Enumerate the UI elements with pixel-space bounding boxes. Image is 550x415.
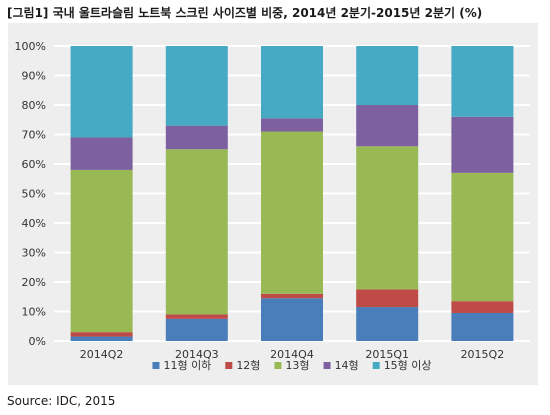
- y-tick-label: 80%: [22, 99, 46, 112]
- bar-segment: [356, 105, 419, 147]
- x-tick-label: 2014Q4: [270, 348, 314, 361]
- bar-segment: [451, 46, 514, 117]
- bar-segment: [70, 332, 133, 337]
- bar-segment: [70, 137, 133, 170]
- y-tick-label: 0%: [29, 335, 46, 348]
- legend-swatch: [372, 362, 380, 369]
- y-tick-label: 70%: [22, 129, 46, 142]
- legend-label: 11형 이하: [163, 358, 211, 372]
- bar-segment: [356, 307, 419, 341]
- bar-segment: [261, 293, 323, 299]
- bar-segment: [165, 46, 228, 126]
- y-tick-label: 60%: [22, 158, 46, 171]
- x-tick-label: 2014Q2: [80, 348, 124, 361]
- legend-swatch: [152, 362, 160, 369]
- y-tick-label: 50%: [22, 188, 46, 201]
- bar-segment: [70, 169, 133, 333]
- chart-frame: 0% 10% 20% 30% 40% 50% 60% 70% 80% 90% 100% 2014Q2 2…: [8, 23, 538, 385]
- bar-segment: [165, 149, 228, 315]
- legend-swatch: [323, 362, 331, 369]
- legend-swatch: [225, 362, 233, 369]
- y-tick-label: 30%: [22, 247, 46, 260]
- bar-segment: [451, 172, 514, 302]
- bar-segment: [451, 312, 514, 341]
- bar-segment: [451, 116, 514, 173]
- x-tick-label: 2014Q3: [175, 348, 219, 361]
- legend-label: 14형: [335, 359, 359, 372]
- y-tick-label: 100%: [15, 40, 46, 53]
- legend-label: 13형: [285, 359, 309, 372]
- bar-segment: [356, 146, 419, 290]
- legend-label: 12형: [236, 359, 260, 372]
- y-tick-label: 90%: [22, 70, 46, 83]
- legend-swatch: [274, 362, 282, 369]
- x-tick-label: 2015Q2: [461, 348, 505, 361]
- chart-title: [그림1] 국내 울트라슬림 노트북 스크린 사이즈별 비중, 2014년 2분…: [7, 6, 483, 20]
- bar-segment: [165, 318, 228, 341]
- bar-segment: [261, 118, 323, 132]
- source-note: Source: IDC, 2015: [7, 394, 116, 408]
- x-tick-label: 2015Q1: [365, 348, 409, 361]
- bar-segment: [356, 289, 419, 308]
- bar-segment: [356, 46, 419, 105]
- bar-segment: [261, 46, 323, 119]
- y-tick-label: 20%: [22, 276, 46, 289]
- bar-segment: [165, 125, 228, 150]
- bar-segment: [451, 301, 514, 313]
- y-tick-label: 40%: [22, 217, 46, 230]
- stacked-bar-chart: 0% 10% 20% 30% 40% 50% 60% 70% 80% 90% 100% 2014Q2 2…: [15, 40, 530, 372]
- bar-segment: [70, 46, 133, 138]
- legend-label: 15형 이상: [384, 359, 432, 372]
- bar-segment: [165, 314, 228, 319]
- bar-segment: [261, 131, 323, 294]
- bar-segment: [70, 336, 133, 341]
- bar-segment: [261, 298, 323, 341]
- y-tick-label: 10%: [22, 306, 46, 319]
